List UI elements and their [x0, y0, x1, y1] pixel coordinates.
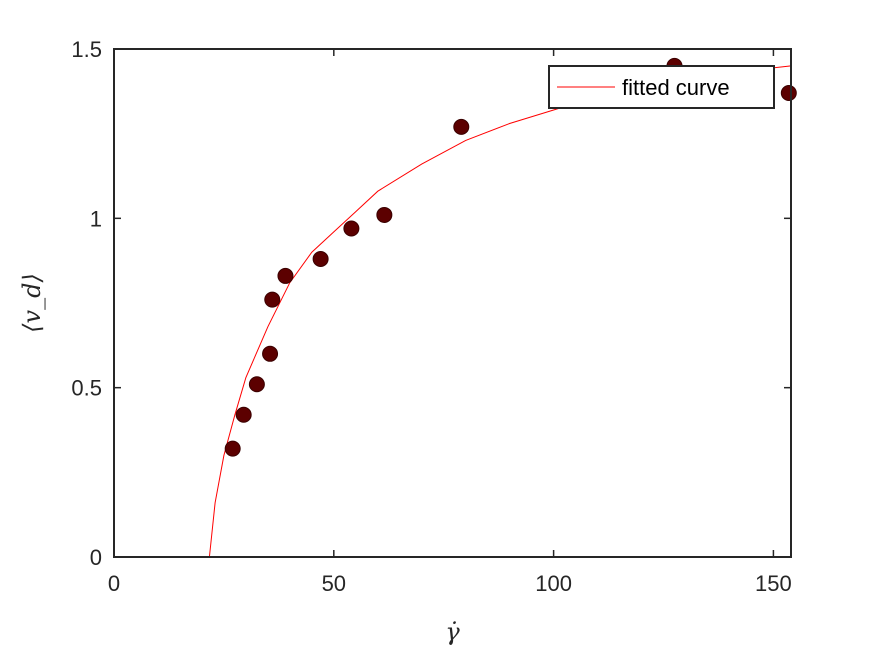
x-tick-label: 50 — [322, 571, 346, 596]
data-point-1 — [224, 440, 241, 457]
x-tick-label: 150 — [755, 571, 792, 596]
data-point-10 — [453, 118, 470, 135]
ticks: 0 50 100 150 0 0.5 1 1.5 — [71, 37, 791, 596]
data-point-5 — [264, 291, 281, 308]
data-point-3 — [248, 376, 265, 393]
legend: fitted curve — [548, 65, 775, 109]
data-point-12 — [780, 85, 797, 102]
y-tick-label: 1.5 — [71, 37, 102, 62]
data-point-9 — [376, 206, 393, 223]
y-tick-label: 0.5 — [71, 376, 102, 401]
y-tick-label: 0 — [90, 545, 102, 570]
data-point-7 — [312, 250, 329, 267]
x-tick-label: 0 — [108, 571, 120, 596]
x-axis-label: γ̇ — [445, 618, 460, 646]
axes-box — [113, 48, 792, 558]
data-point-2 — [235, 406, 252, 423]
plot-area — [114, 49, 791, 557]
chart-marks — [208, 57, 797, 557]
legend-label-fitted-curve: fitted curve — [622, 75, 730, 100]
plot-background — [114, 49, 791, 557]
data-point-6 — [277, 267, 294, 284]
y-tick-label: 1 — [90, 206, 102, 231]
x-tick-label: 100 — [535, 571, 572, 596]
data-point-4 — [262, 345, 279, 362]
y-axis-label: ⟨v_d⟩ — [18, 273, 46, 333]
axes — [113, 48, 792, 558]
data-point-8 — [343, 220, 360, 237]
